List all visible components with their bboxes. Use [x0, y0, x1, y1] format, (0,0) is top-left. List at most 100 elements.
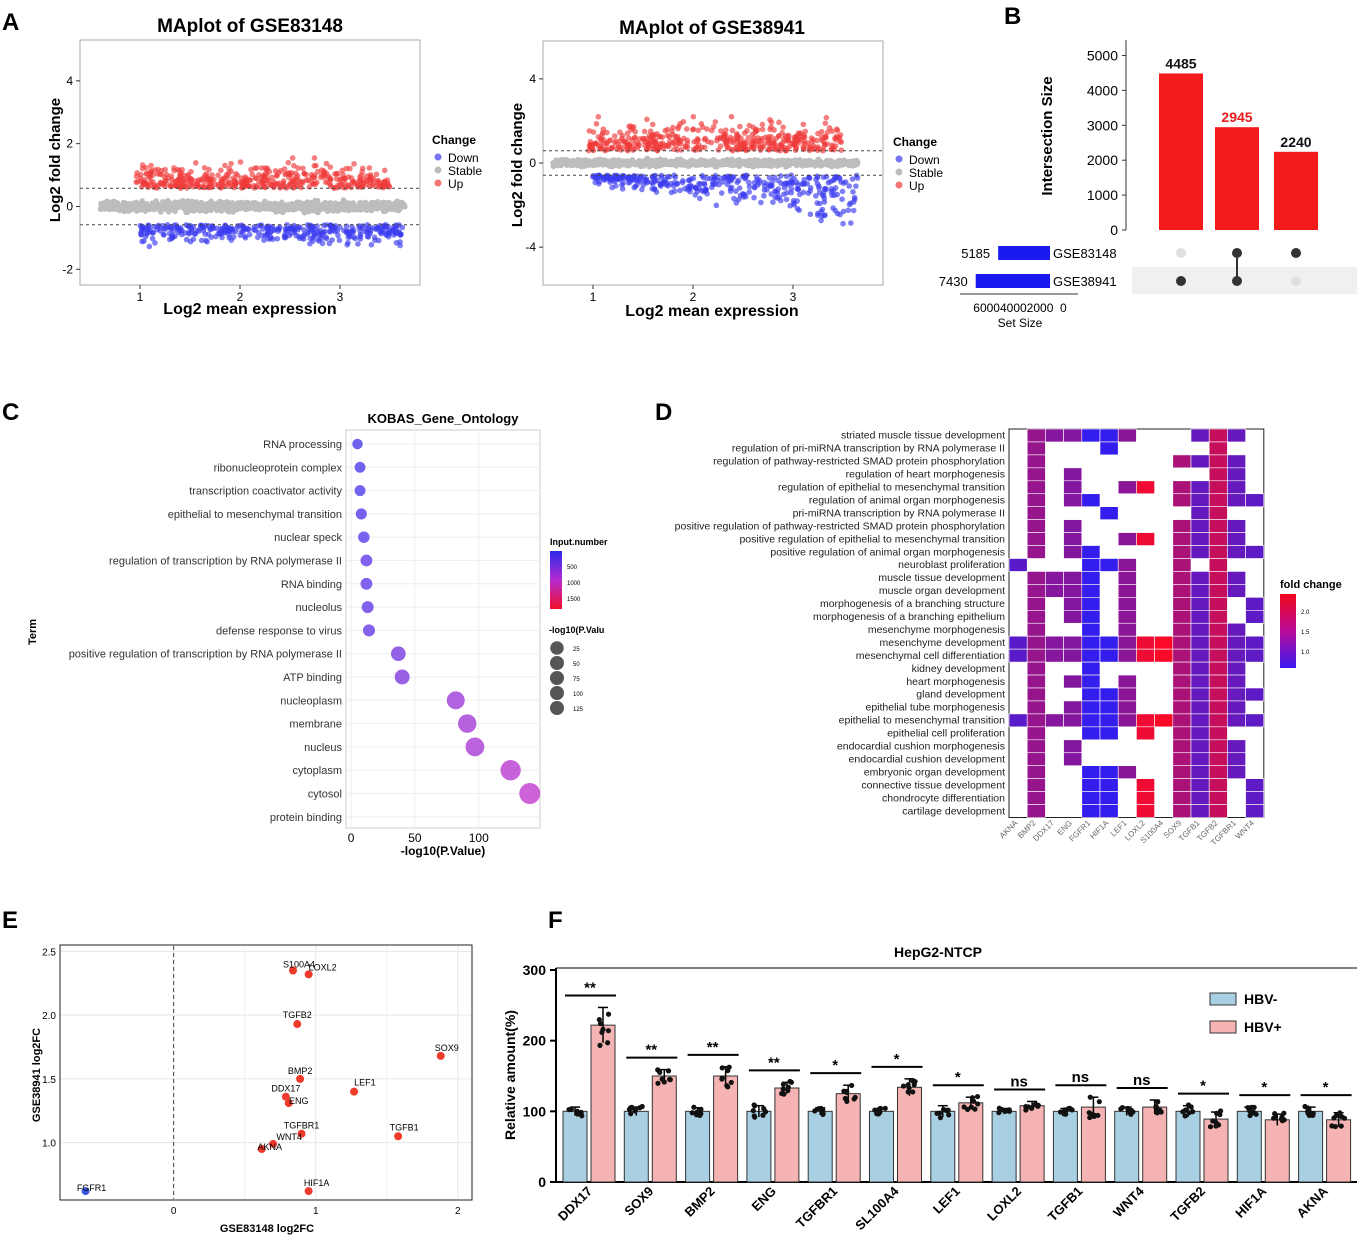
up-point — [230, 175, 237, 181]
up-point — [351, 161, 357, 167]
up-point — [314, 179, 320, 186]
down-point — [607, 176, 613, 183]
go-term-label: transcription coactivator activity — [189, 486, 342, 498]
stable-point — [553, 160, 559, 166]
heatmap-cell — [1227, 635, 1246, 650]
upset-set-size-label: 7430 — [939, 274, 968, 289]
stable-point — [852, 162, 859, 168]
heatmap-row-label: epithelial tube morphogenesis — [865, 702, 1005, 714]
heatmap-cell — [1063, 428, 1083, 443]
barplot-datapoint — [578, 1109, 584, 1115]
heatmap-cell — [1227, 687, 1246, 702]
down-point — [615, 175, 622, 182]
up-point — [702, 135, 709, 142]
heatmap-cell — [1190, 648, 1210, 663]
up-point — [690, 146, 697, 153]
barplot-datapoint — [785, 1084, 791, 1090]
up-point — [355, 182, 362, 188]
stable-point — [666, 159, 673, 165]
heatmap-cell — [1190, 597, 1210, 611]
heatmap-cell — [1172, 584, 1192, 598]
heatmap-cell — [1190, 765, 1210, 779]
up-point — [822, 134, 829, 141]
stable-point — [642, 159, 648, 165]
heatmap-cell — [1190, 480, 1210, 495]
down-point — [788, 189, 795, 196]
barplot-sig-label: * — [1261, 1079, 1267, 1096]
heatmap-row-label: heart morphogenesis — [906, 676, 1005, 688]
barplot-legend-hbvpos: HBV+ — [1244, 1019, 1282, 1035]
stable-point — [165, 197, 171, 204]
log2fc-x-tick-label: 0 — [171, 1206, 177, 1217]
up-point — [690, 113, 697, 120]
up-point — [809, 139, 815, 145]
heatmap-cell — [1081, 674, 1101, 689]
down-point — [795, 181, 801, 188]
up-point — [802, 128, 809, 135]
up-point — [148, 169, 155, 175]
down-point — [805, 190, 812, 197]
down-point — [220, 225, 226, 232]
heatmap-legend-bar — [1280, 594, 1296, 668]
heatmap-cell — [1117, 765, 1137, 779]
down-point — [854, 175, 861, 181]
stable-point — [797, 157, 803, 163]
barplot-sig-label: ns — [1072, 1069, 1090, 1086]
heatmap-cell — [1190, 571, 1210, 585]
up-point — [249, 171, 256, 178]
up-point — [358, 172, 364, 179]
up-point — [259, 179, 265, 186]
heatmap-row-label: mesenchyme development — [880, 637, 1006, 649]
heatmap-cell — [1190, 700, 1210, 715]
down-point — [728, 184, 735, 191]
heatmap-cell — [1172, 739, 1192, 754]
barplot-title: HepG2-NTCP — [894, 944, 982, 960]
down-point — [846, 201, 853, 208]
barplot-legend-hbvneg: HBV- — [1244, 991, 1278, 1007]
up-point — [199, 176, 205, 183]
down-point — [291, 229, 298, 236]
barplot-datapoint — [719, 1075, 725, 1081]
up-point — [723, 140, 730, 146]
barplot-datapoint — [975, 1101, 981, 1107]
barplot-datapoint — [655, 1080, 661, 1086]
up-point — [133, 173, 140, 180]
upset-y-tick-label: 2000 — [1087, 152, 1118, 168]
heatmap-cell — [1026, 622, 1046, 637]
down-point — [700, 174, 707, 181]
go-dot — [360, 577, 373, 590]
heatmap-row-label: regulation of pathway-restricted SMAD pr… — [713, 456, 1005, 468]
stable-point — [223, 199, 229, 206]
stable-point — [786, 162, 793, 168]
stable-point — [222, 204, 229, 210]
up-point — [595, 113, 602, 120]
down-point — [677, 187, 683, 194]
up-point — [311, 162, 318, 169]
go-x-tick-label: 50 — [408, 831, 422, 845]
barplot-datapoint — [912, 1078, 918, 1085]
maplot-stable-points — [550, 155, 861, 170]
up-point — [800, 121, 807, 128]
heatmap-cell — [1136, 635, 1155, 650]
barplot-datapoint — [944, 1107, 950, 1113]
up-point — [291, 162, 297, 169]
up-point — [299, 179, 306, 186]
barplot-bar — [897, 1086, 922, 1183]
barplot-datapoint — [632, 1108, 638, 1114]
heatmap-cell — [1136, 480, 1155, 495]
heatmap-cell — [1172, 791, 1192, 805]
down-point — [754, 182, 761, 188]
down-point — [736, 185, 743, 191]
down-point — [777, 173, 784, 179]
go-dot — [500, 760, 521, 781]
heatmap-cell — [1172, 752, 1192, 766]
maplot-a1-legend-stable: Stable — [448, 164, 482, 178]
barplot-bar — [623, 1110, 649, 1183]
down-point — [806, 175, 813, 182]
barplot-datapoint — [1182, 1107, 1188, 1113]
down-point — [198, 237, 205, 244]
down-point — [687, 182, 694, 189]
up-point — [767, 116, 773, 123]
down-point — [651, 186, 658, 192]
up-point — [766, 145, 773, 152]
